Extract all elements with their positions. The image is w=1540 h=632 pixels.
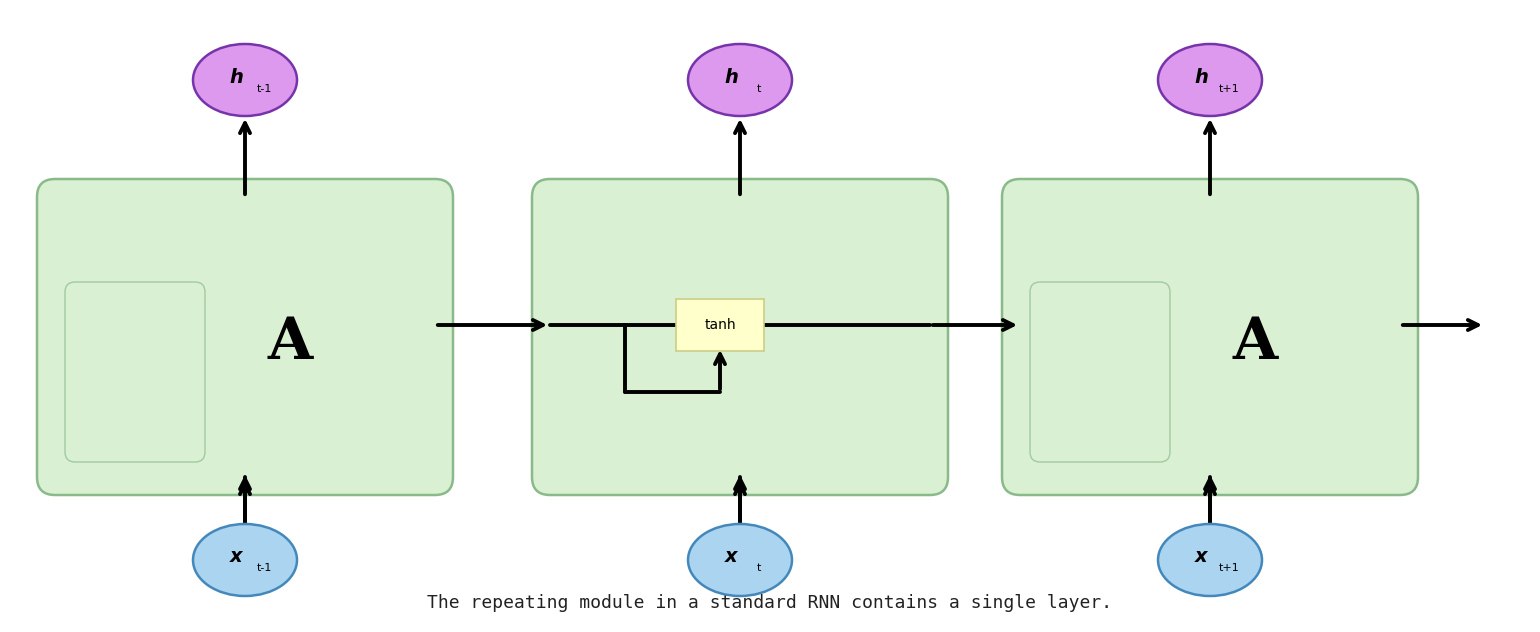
FancyBboxPatch shape: [531, 179, 949, 495]
Text: t+1: t+1: [1218, 563, 1240, 573]
Text: A: A: [1234, 315, 1278, 370]
Text: t-1: t-1: [256, 563, 271, 573]
Text: h: h: [1194, 68, 1207, 87]
Text: A: A: [268, 315, 313, 370]
Text: t+1: t+1: [1218, 84, 1240, 94]
Ellipse shape: [192, 44, 297, 116]
Text: x: x: [229, 547, 242, 566]
Text: x: x: [1195, 547, 1207, 566]
Text: The repeating module in a standard RNN contains a single layer.: The repeating module in a standard RNN c…: [428, 594, 1112, 612]
Ellipse shape: [1158, 524, 1261, 596]
Text: t: t: [756, 84, 761, 94]
Text: t-1: t-1: [256, 84, 271, 94]
FancyBboxPatch shape: [65, 282, 205, 462]
Text: h: h: [724, 68, 738, 87]
Ellipse shape: [192, 524, 297, 596]
FancyBboxPatch shape: [676, 299, 764, 351]
FancyBboxPatch shape: [1030, 282, 1170, 462]
Text: t: t: [756, 563, 761, 573]
Ellipse shape: [688, 44, 792, 116]
Ellipse shape: [688, 524, 792, 596]
Text: x: x: [725, 547, 738, 566]
Text: tanh: tanh: [704, 318, 736, 332]
Ellipse shape: [1158, 44, 1261, 116]
Text: h: h: [229, 68, 243, 87]
FancyBboxPatch shape: [1003, 179, 1418, 495]
FancyBboxPatch shape: [37, 179, 453, 495]
